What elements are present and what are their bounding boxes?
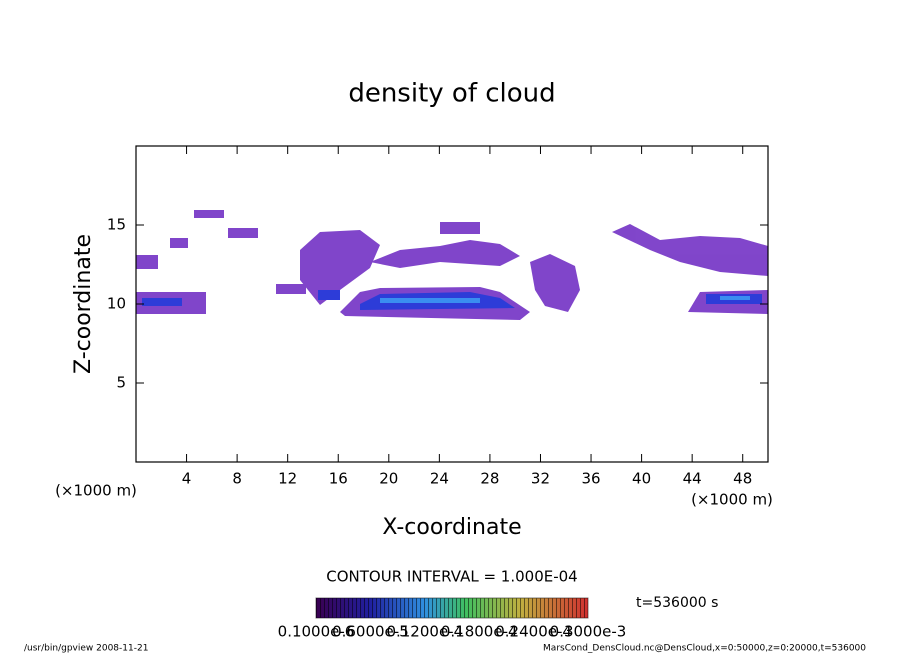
footer-right: MarsCond_DensCloud.nc@DensCloud,x=0:5000… [543,644,866,654]
colorbar-label: 0.1200e-4 [386,623,463,641]
x-tick-label: 8 [232,470,242,488]
colorbar-label: 0.6000e-5 [332,623,409,641]
x-unit: (×1000 m) [55,482,137,500]
x-tick-label: 4 [182,470,192,488]
y-axis-label: Z-coordinate [71,234,96,374]
x-tick-label: 48 [733,470,752,488]
colorbar-stripes [315,597,589,619]
colorbar-label: 0.1000e-6 [278,623,355,641]
y-unit: (×1000 m) [691,491,773,509]
y-tick-label: 15 [107,216,126,234]
footer-left: /usr/bin/gpview 2008-11-21 [24,644,148,654]
x-tick-label: 28 [480,470,499,488]
x-tick-label: 20 [379,470,398,488]
x-tick-label: 32 [531,470,550,488]
x-tick-label: 36 [581,470,600,488]
x-tick-label: 16 [329,470,348,488]
y-tick-label: 5 [116,374,126,392]
y-tick-label: 10 [107,295,126,313]
x-axis-label: X-coordinate [382,515,521,540]
x-tick-label: 24 [430,470,449,488]
colorbar-label: 0.2400e-4 [495,623,572,641]
colorbar-label: 0.3000e-3 [550,623,627,641]
x-tick-label: 12 [278,470,297,488]
contour-field [136,210,768,320]
x-tick-label: 44 [683,470,702,488]
time-label: t=536000 s [636,595,718,611]
x-tick-label: 40 [632,470,651,488]
contour-interval: CONTOUR INTERVAL = 1.000E-04 [326,568,577,586]
colorbar-label: 0.1800e-4 [441,623,518,641]
chart-title: density of cloud [348,79,555,109]
